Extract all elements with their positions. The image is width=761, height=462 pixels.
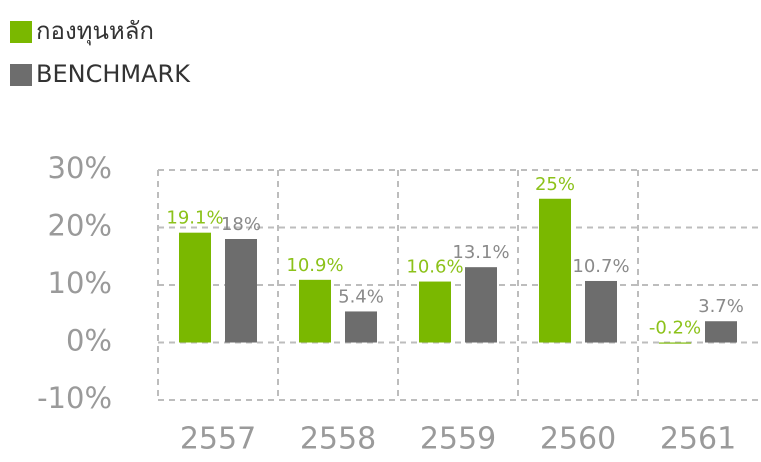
y-tick-label: 0% [66, 324, 112, 358]
x-tick-label: 2560 [540, 422, 616, 457]
legend-swatch [10, 64, 32, 86]
value-label: 10.6% [406, 257, 463, 278]
value-label: 13.1% [452, 242, 509, 263]
bar [225, 239, 257, 343]
bar [705, 321, 737, 343]
value-label: 18% [221, 214, 261, 235]
x-tick-label: 2561 [660, 422, 736, 457]
y-tick-label: -10% [37, 381, 112, 415]
value-label: 25% [535, 174, 575, 195]
x-tick-label: 2558 [300, 422, 376, 457]
value-label: 19.1% [166, 208, 223, 229]
x-tick-label: 2559 [420, 422, 496, 457]
value-label: 5.4% [338, 286, 384, 307]
bar [419, 281, 451, 343]
value-label: 10.7% [572, 256, 629, 277]
bar [585, 280, 617, 343]
y-tick-label: 20% [48, 209, 112, 243]
legend-swatch [10, 21, 32, 43]
x-tick-label: 2557 [180, 422, 256, 457]
y-tick-label: 30% [48, 151, 112, 185]
value-label: 10.9% [286, 255, 343, 276]
legend-label: กองทุนหลัก [36, 17, 154, 46]
bar [659, 342, 691, 344]
value-label: 3.7% [698, 296, 744, 317]
value-label: -0.2% [649, 318, 701, 339]
bar [539, 198, 571, 343]
y-tick-label: 10% [48, 266, 112, 300]
bar [465, 267, 497, 343]
bar [345, 311, 377, 343]
legend-label: BENCHMARK [36, 60, 191, 88]
bar [179, 232, 211, 343]
bar [299, 279, 331, 343]
